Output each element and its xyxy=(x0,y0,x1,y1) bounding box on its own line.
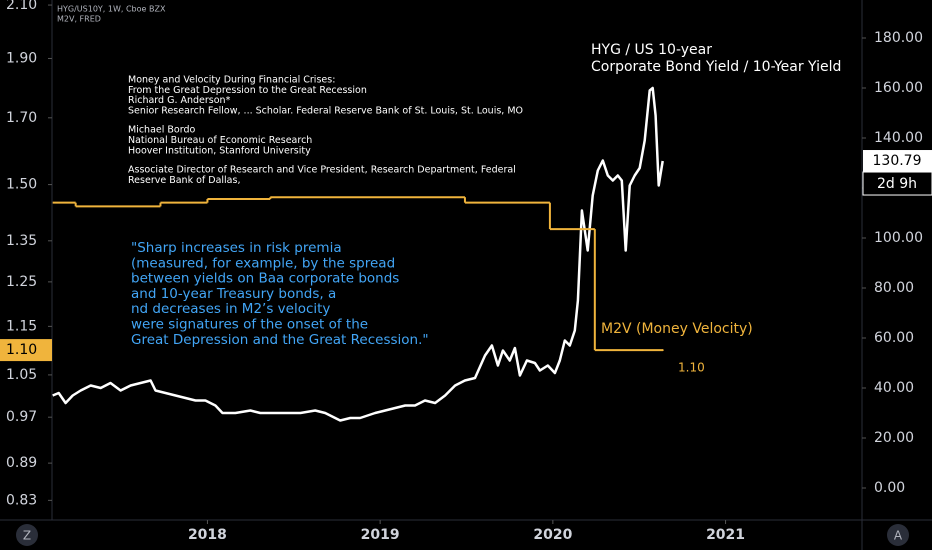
y-tick-label: 1.35 xyxy=(6,233,37,249)
y2-tick-label: 140.00 xyxy=(874,130,923,146)
y-tick-label: 1.05 xyxy=(6,367,37,383)
quote-line: were signatures of the onset of the xyxy=(131,317,368,333)
x-tick-label: 2018 xyxy=(188,527,227,543)
scale-button[interactable] xyxy=(16,524,38,546)
y-tick-label: 0.97 xyxy=(6,409,37,425)
paper-text: Hoover Institution, Stanford University xyxy=(128,145,311,156)
scale-button[interactable] xyxy=(887,524,909,546)
header-text: M2V, FRED xyxy=(57,15,101,24)
header-text: HYG/US10Y, 1W, Cboe BZX xyxy=(57,5,166,14)
paper-text: Reserve Bank of Dallas, xyxy=(128,175,240,186)
countdown-badge xyxy=(862,171,932,196)
y2-tick-label: 100.00 xyxy=(874,230,923,246)
series-label: M2V (Money Velocity) xyxy=(601,321,753,337)
last-value-badge xyxy=(0,339,52,362)
plot xyxy=(52,86,664,422)
last-value-label: 130.79 xyxy=(873,153,922,169)
y-tick-label: 1.25 xyxy=(6,274,37,290)
quote-line: nd decreases in M2’s velocity xyxy=(131,301,330,317)
paper-text: Richard G. Anderson* xyxy=(128,95,231,106)
scale-button-label[interactable]: Z xyxy=(23,529,31,543)
last-value-label: 1.10 xyxy=(6,342,37,358)
y-tick-label: 2.10 xyxy=(6,0,37,13)
x-tick-label: 2019 xyxy=(361,527,400,543)
title-line: Corporate Bond Yield / 10-Year Yield xyxy=(591,59,841,75)
y2-tick-label: 180.00 xyxy=(874,30,923,46)
y2-tick-label: 160.00 xyxy=(874,80,923,96)
paper-text: Michael Bordo xyxy=(128,125,196,136)
countdown-label: 2d 9h xyxy=(877,176,917,192)
quote-line: and 10-year Treasury bonds, a xyxy=(131,286,336,302)
y2-tick-label: 20.00 xyxy=(874,430,914,446)
y2-tick-label: 80.00 xyxy=(874,280,914,296)
y2-tick-label: 60.00 xyxy=(874,330,914,346)
y2-tick-label: 0.00 xyxy=(874,480,905,496)
y-tick-label: 0.83 xyxy=(6,492,37,508)
y-tick-label: 1.90 xyxy=(6,50,37,66)
quote-line: between yields on Baa corporate bonds xyxy=(131,271,399,287)
paper-text: Associate Director of Research and Vice … xyxy=(128,165,516,176)
y-tick-label: 0.89 xyxy=(6,455,37,471)
quote-line: (measured, for example, by the spread xyxy=(131,255,395,271)
paper-text: Senior Research Fellow, ... Scholar. Fed… xyxy=(128,105,523,116)
y-tick-label: 1.15 xyxy=(6,318,37,334)
paper-text: National Bureau of Economic Research xyxy=(128,135,312,146)
quote-line: "Sharp increases in risk premia xyxy=(131,240,342,256)
series-line xyxy=(52,86,664,422)
y-tick-label: 1.70 xyxy=(6,110,37,126)
x-tick-label: 2021 xyxy=(706,527,745,543)
quote-line: Great Depression and the Great Recession… xyxy=(131,332,429,348)
scale-button-label[interactable]: A xyxy=(894,529,903,543)
paper-text: Money and Velocity During Financial Cris… xyxy=(128,75,335,86)
y-tick-label: 1.50 xyxy=(6,177,37,193)
step-end xyxy=(661,349,664,352)
end-label: 1.10 xyxy=(678,361,705,375)
last-value-badge xyxy=(863,150,932,173)
y2-tick-label: 40.00 xyxy=(874,380,914,396)
title-line: HYG / US 10-year xyxy=(591,42,712,58)
paper-text: From the Great Depression to the Great R… xyxy=(128,85,367,96)
x-tick-label: 2020 xyxy=(533,527,572,543)
